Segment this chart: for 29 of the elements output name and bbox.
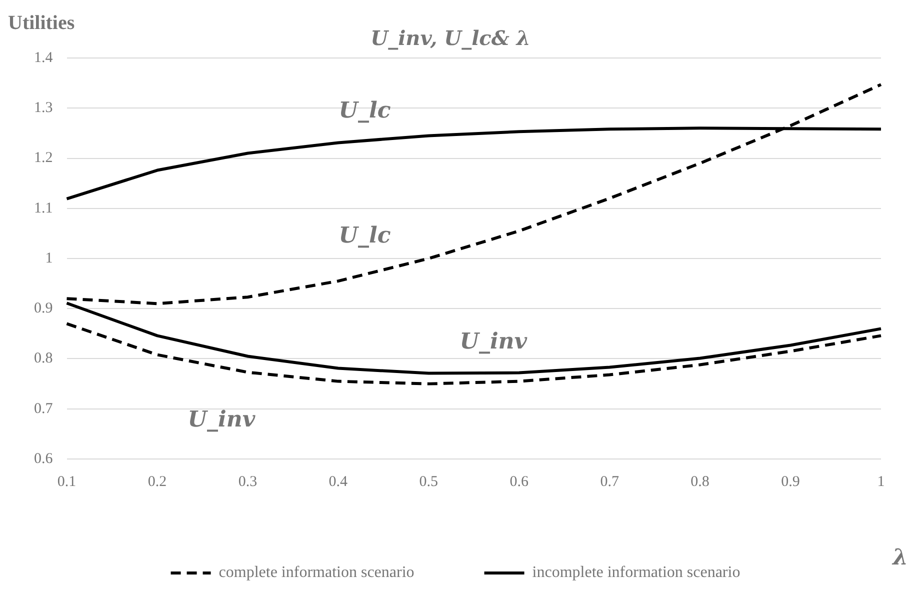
y-tick-label: 1 (45, 250, 53, 266)
x-tick-label: 0.6 (510, 474, 529, 490)
y-tick-label: 0.6 (34, 450, 54, 467)
y-tick-label: 0.7 (34, 400, 54, 417)
legend-label: incomplete information scenario (532, 564, 740, 582)
y-tick-label: 0.8 (34, 350, 53, 367)
annotation: U_inv (460, 328, 528, 354)
y-tick-label: 1.1 (34, 200, 53, 216)
y-tick-label: 0.9 (34, 300, 53, 317)
y-tick-label: 1.2 (34, 150, 53, 166)
x-tick-label: 0.5 (419, 474, 438, 490)
legend-label: complete information scenario (218, 564, 414, 582)
x-tick-label: 0.9 (781, 474, 800, 490)
x-axis-title: λ (892, 544, 908, 571)
x-tick-label: 0.1 (57, 474, 76, 490)
x-tick-label: 1 (877, 474, 885, 490)
x-tick-label: 0.7 (600, 474, 620, 490)
chart-title: U_inv, U_lc& λ (370, 26, 530, 50)
x-tick-label: 0.2 (148, 474, 167, 490)
x-tick-label: 0.4 (328, 474, 348, 490)
annotation: U_lc (338, 97, 392, 124)
x-tick-label: 0.8 (690, 474, 710, 490)
annotation: U_inv (188, 406, 256, 433)
annotation: U_lc (338, 222, 392, 249)
y-tick-label: 1.4 (34, 50, 54, 66)
x-tick-label: 0.3 (238, 474, 258, 490)
line-series (65, 322, 882, 386)
y-axis-title: Utilities (8, 12, 75, 34)
y-tick-label: 1.3 (34, 100, 53, 116)
